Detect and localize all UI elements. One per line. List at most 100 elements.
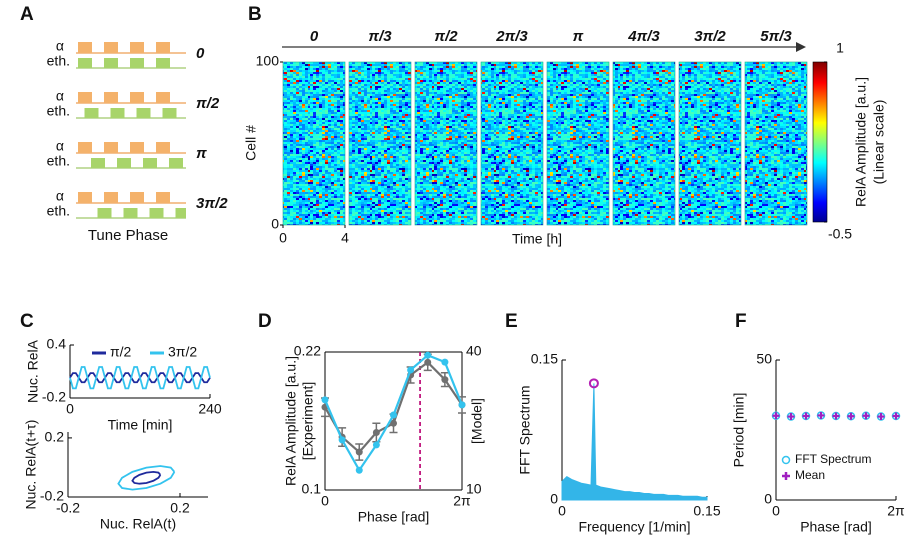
x-tick-label: 0 xyxy=(772,503,780,519)
x-tick-label: 0.15 xyxy=(693,503,720,519)
point xyxy=(355,466,363,474)
x-tick-label: 4 xyxy=(341,230,349,246)
alpha-pulse xyxy=(104,92,118,103)
point xyxy=(832,412,840,420)
heatmap xyxy=(612,61,676,226)
panel-label: A xyxy=(20,4,34,25)
y-axis-label: FFT Spectrum xyxy=(517,385,533,474)
series-line xyxy=(324,360,463,454)
alpha-pulse xyxy=(78,142,92,153)
eth-pulse xyxy=(104,58,118,68)
point xyxy=(424,351,432,359)
column-label: 5π/3 xyxy=(760,28,792,45)
heatmap xyxy=(546,61,610,226)
series-line xyxy=(117,465,176,491)
eth-pulse xyxy=(123,208,138,218)
point xyxy=(772,412,780,420)
x-axis-label: Time [min] xyxy=(108,417,173,433)
y-tick-label: -0.2 xyxy=(40,488,64,504)
alpha-pulse xyxy=(104,142,118,153)
point xyxy=(321,396,329,404)
heatmap xyxy=(348,61,412,226)
x-tick-label: 2π xyxy=(453,493,471,509)
colorbar-label: RelA Amplitude [a.u.] xyxy=(853,77,869,207)
alpha-pulse xyxy=(156,142,170,153)
point xyxy=(441,358,449,366)
alpha-pulse xyxy=(104,192,118,203)
alpha-label: α xyxy=(56,138,64,154)
point xyxy=(862,412,870,420)
eth-pulse xyxy=(91,158,105,168)
legend-label: Mean xyxy=(795,468,825,482)
peak-marker xyxy=(588,378,599,389)
x-axis-label: Time [h] xyxy=(512,231,562,247)
x-tick-label: 2π xyxy=(887,503,905,519)
eth-pulse xyxy=(169,158,183,168)
series-line xyxy=(69,366,211,390)
column-label: π/2 xyxy=(434,28,458,45)
point xyxy=(847,412,855,420)
column-label: π xyxy=(573,28,584,45)
point xyxy=(424,358,432,366)
legend-swatch xyxy=(781,455,791,465)
alpha-label: α xyxy=(56,188,64,204)
alpha-label: α xyxy=(56,38,64,54)
alpha-pulse xyxy=(104,42,118,53)
point xyxy=(817,411,825,419)
alpha-pulse xyxy=(130,192,144,203)
eth-pulse xyxy=(156,58,170,68)
eth-pulse xyxy=(78,58,92,68)
column-label: 0 xyxy=(310,28,319,45)
heatmap xyxy=(414,61,478,226)
heatmap xyxy=(282,61,346,226)
eth-pulse xyxy=(84,108,99,118)
x-tick-label: 240 xyxy=(198,401,222,417)
y-tick-label: 0.4 xyxy=(47,336,67,352)
x-tick-label: -0.2 xyxy=(56,500,80,516)
colorbar-sublabel: (Linear scale) xyxy=(871,100,887,185)
column-label: 4π/3 xyxy=(627,28,660,45)
x-axis-label: Frequency [1/min] xyxy=(578,519,690,535)
legend-label: 3π/2 xyxy=(168,344,197,360)
heatmap xyxy=(480,61,544,226)
y-tick-label: 0.2 xyxy=(45,429,65,445)
alpha-pulse xyxy=(130,142,144,153)
phase-label: 3π/2 xyxy=(196,195,228,212)
eth-pulse xyxy=(162,108,177,118)
axis-series-label: [Model] xyxy=(469,398,485,444)
arrow-head xyxy=(796,42,806,52)
point xyxy=(338,436,346,444)
eth-pulse xyxy=(130,58,144,68)
eth-pulse xyxy=(149,208,164,218)
phase-label: π xyxy=(196,145,207,162)
alpha-pulse xyxy=(156,192,170,203)
phase-label: 0 xyxy=(196,45,205,62)
x-axis-label: Nuc. RelA(t) xyxy=(100,516,176,532)
legend-label: π/2 xyxy=(110,344,132,360)
column-label: 2π/3 xyxy=(495,28,528,45)
colorbar-tick-label: 1 xyxy=(836,40,844,56)
legend-swatch xyxy=(782,472,790,480)
alpha-pulse xyxy=(156,92,170,103)
y2-tick-label: 40 xyxy=(466,343,482,359)
eth-pulse xyxy=(175,208,186,218)
panel-label: D xyxy=(258,311,272,332)
panel-label: E xyxy=(505,311,518,332)
eth-pulse xyxy=(136,108,151,118)
colorbar xyxy=(812,61,828,223)
axis-series-label: [Experiment] xyxy=(300,382,316,461)
y-axis-label: Cell # xyxy=(243,125,259,161)
x-tick-label: 0 xyxy=(321,493,329,509)
x-axis-label: Phase [rad] xyxy=(358,509,430,525)
alpha-pulse xyxy=(78,42,92,53)
x-tick-label: 0 xyxy=(279,230,287,246)
series-line xyxy=(131,470,162,485)
alpha-label: α xyxy=(56,88,64,104)
point xyxy=(407,366,415,374)
y-tick-label: 0.1 xyxy=(302,481,322,497)
y-tick-label: 0 xyxy=(550,491,558,507)
panel-label: B xyxy=(248,4,262,25)
y-tick-label: 50 xyxy=(756,351,772,367)
point xyxy=(877,413,885,421)
